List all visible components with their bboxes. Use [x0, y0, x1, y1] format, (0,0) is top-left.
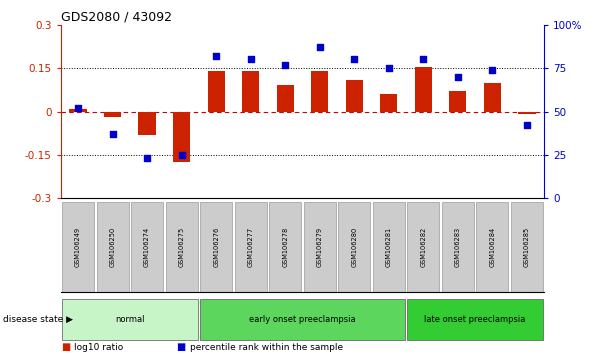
Bar: [449, 91, 466, 112]
Text: log10 ratio: log10 ratio: [74, 343, 123, 352]
Text: normal: normal: [115, 315, 145, 324]
Text: early onset preeclampsia: early onset preeclampsia: [249, 315, 356, 324]
Bar: [139, 112, 156, 135]
Text: GSM106250: GSM106250: [109, 227, 116, 267]
Bar: [484, 82, 501, 112]
Bar: [207, 71, 225, 112]
Bar: [380, 94, 398, 112]
Point: [246, 57, 255, 62]
Text: GSM106274: GSM106274: [144, 227, 150, 267]
Bar: [173, 112, 190, 162]
Bar: [345, 80, 363, 112]
Point: [488, 67, 497, 73]
Bar: [518, 112, 536, 114]
Text: GSM106282: GSM106282: [420, 227, 426, 267]
Text: GSM106281: GSM106281: [386, 227, 392, 267]
Text: GSM106284: GSM106284: [489, 227, 496, 267]
Point: [384, 65, 393, 71]
Bar: [277, 85, 294, 112]
Point: [108, 131, 117, 137]
Point: [522, 122, 532, 128]
Text: GSM106275: GSM106275: [179, 227, 185, 267]
Text: late onset preeclampsia: late onset preeclampsia: [424, 315, 526, 324]
Bar: [104, 112, 121, 117]
Bar: [311, 71, 328, 112]
Text: GSM106285: GSM106285: [524, 227, 530, 267]
Text: GSM106276: GSM106276: [213, 227, 219, 267]
Text: GSM106249: GSM106249: [75, 227, 81, 267]
Bar: [69, 109, 87, 112]
Point: [280, 62, 290, 68]
Point: [212, 53, 221, 59]
Text: ■: ■: [176, 342, 185, 352]
Text: percentile rank within the sample: percentile rank within the sample: [190, 343, 343, 352]
Point: [142, 155, 152, 161]
Text: GSM106280: GSM106280: [351, 227, 358, 267]
Text: GSM106278: GSM106278: [282, 227, 288, 267]
Text: disease state ▶: disease state ▶: [3, 315, 73, 324]
Point: [453, 74, 463, 80]
Text: GSM106283: GSM106283: [455, 227, 461, 267]
Point: [73, 105, 83, 111]
Bar: [415, 67, 432, 112]
Text: GSM106279: GSM106279: [317, 227, 323, 267]
Text: ■: ■: [61, 342, 70, 352]
Text: GSM106277: GSM106277: [247, 227, 254, 267]
Point: [315, 45, 325, 50]
Point: [177, 152, 187, 158]
Text: GDS2080 / 43092: GDS2080 / 43092: [61, 11, 172, 24]
Point: [350, 57, 359, 62]
Bar: [242, 71, 260, 112]
Point: [418, 57, 428, 62]
